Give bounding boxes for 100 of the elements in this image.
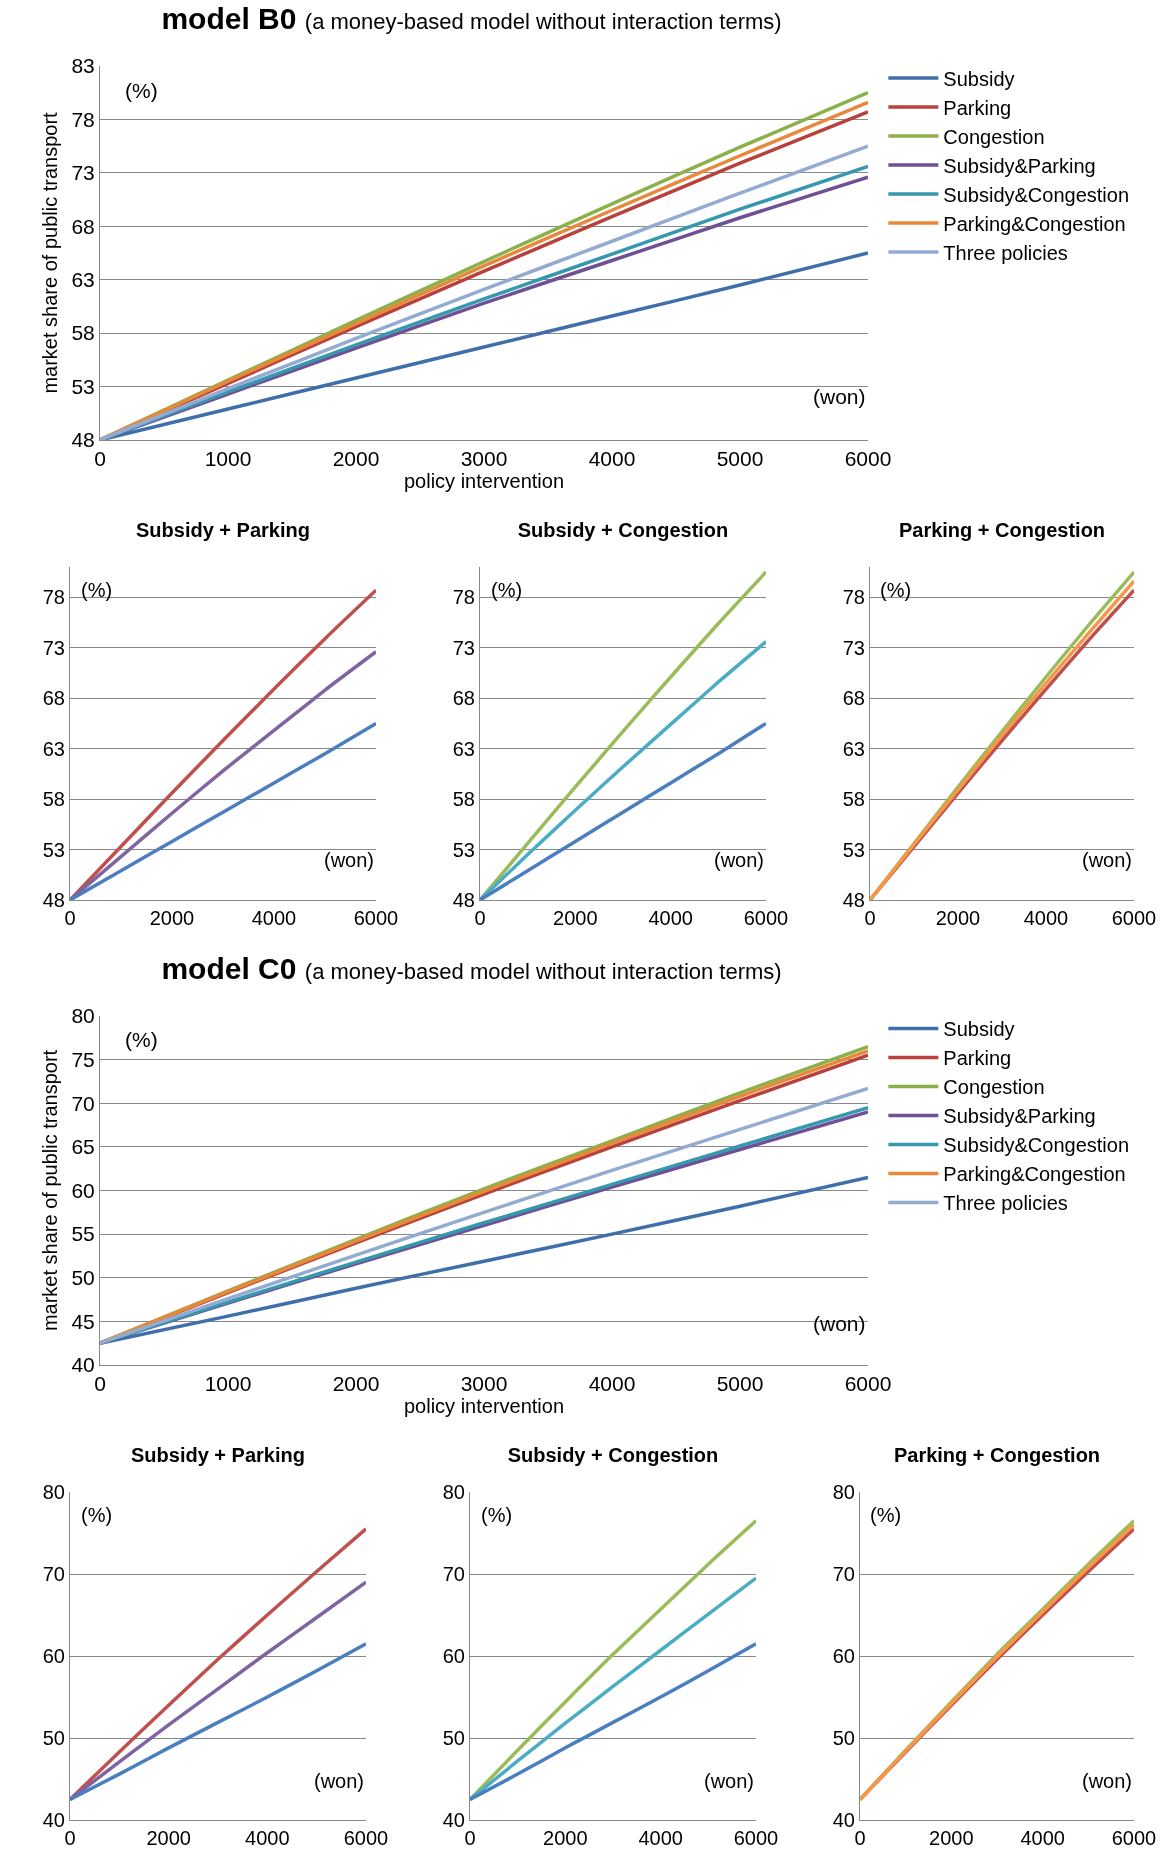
- x-axis-title: policy intervention: [403, 470, 565, 493]
- y-tick-label: 53: [42, 838, 65, 861]
- annotation: (%): [81, 579, 113, 601]
- y-tick-label: 65: [71, 1135, 95, 1159]
- legend-label: Congestion: [943, 1076, 1045, 1099]
- annotation: (%): [880, 579, 912, 601]
- x-tick-label: 1000: [204, 447, 252, 471]
- y-tick-label: 58: [452, 788, 475, 811]
- annotation: (%): [481, 1504, 513, 1526]
- y-tick-label: 48: [452, 889, 475, 911]
- y-tick-label: 40: [42, 1809, 65, 1831]
- y-tick-label: 40: [832, 1809, 855, 1831]
- legend-label: Parking: [943, 96, 1012, 119]
- x-tick-label: 5000: [716, 1372, 764, 1396]
- x-tick-label: 2000: [543, 1827, 588, 1849]
- annotation: (won): [314, 1770, 365, 1792]
- legend-label: Subsidy&Congestion: [943, 183, 1130, 206]
- y-tick-label: 63: [452, 737, 475, 760]
- y-tick-label: 78: [452, 586, 475, 609]
- x-tick-label: 6000: [343, 1827, 389, 1849]
- x-tick-label: 4000: [648, 907, 693, 929]
- y-tick-label: 58: [842, 788, 865, 811]
- annotation: (won): [813, 385, 866, 408]
- x-tick-label: 3000: [460, 447, 508, 471]
- y-tick-label: 50: [832, 1727, 855, 1749]
- y-tick-label: 78: [42, 586, 65, 609]
- x-tick-label: 4000: [251, 907, 297, 929]
- y-tick-label: 53: [842, 838, 865, 861]
- annotation: (won): [1082, 1770, 1133, 1792]
- y-tick-label: 53: [452, 838, 475, 861]
- x-tick-label: 5000: [716, 447, 764, 471]
- x-tick-label: 6000: [733, 1827, 779, 1849]
- y-tick-label: 48: [842, 889, 865, 911]
- x-axis-title: policy intervention: [403, 1395, 565, 1418]
- x-tick-label: 2000: [935, 907, 981, 929]
- line-series: [470, 1641, 756, 1802]
- y-tick-label: 60: [832, 1645, 855, 1667]
- x-tick-label: 6000: [353, 907, 399, 929]
- annotation: (won): [714, 849, 765, 871]
- x-tick-label: 4000: [588, 447, 636, 471]
- y-tick-label: 68: [842, 687, 865, 710]
- y-tick-label: 78: [842, 586, 865, 609]
- x-tick-label: 6000: [1111, 907, 1157, 929]
- y-axis-title: market share of public transport: [38, 111, 61, 394]
- legend-label: Subsidy&Congestion: [943, 1134, 1130, 1157]
- y-tick-label: 58: [42, 788, 65, 811]
- y-tick-label: 63: [42, 737, 65, 760]
- x-tick-label: 2000: [332, 447, 380, 471]
- x-tick-label: 2000: [929, 1827, 974, 1849]
- y-tick-label: 48: [71, 428, 95, 452]
- x-tick-label: 0: [474, 907, 486, 929]
- y-tick-label: 48: [42, 889, 65, 911]
- y-tick-label: 63: [842, 737, 865, 760]
- y-tick-label: 40: [442, 1809, 465, 1831]
- chart-title: model B0: [161, 2, 297, 35]
- y-tick-label: 60: [71, 1178, 95, 1202]
- legend-label: Three policies: [943, 241, 1068, 264]
- chart-title: Subsidy + Parking: [136, 519, 310, 541]
- chart-title: Parking + Congestion: [898, 519, 1106, 541]
- x-tick-label: 0: [94, 447, 106, 471]
- legend-label: Parking&Congestion: [943, 212, 1126, 235]
- x-tick-label: 6000: [844, 1372, 892, 1396]
- y-tick-label: 80: [42, 1481, 65, 1503]
- chart-title: Subsidy + Congestion: [517, 519, 729, 541]
- legend-label: Subsidy&Parking: [943, 154, 1096, 177]
- y-tick-label: 73: [452, 636, 475, 659]
- y-tick-label: 70: [442, 1563, 465, 1585]
- x-tick-label: 0: [64, 1827, 76, 1849]
- y-tick-label: 40: [71, 1353, 95, 1377]
- annotation: (won): [813, 1312, 866, 1335]
- x-tick-label: 3000: [460, 1372, 508, 1396]
- x-tick-label: 6000: [1111, 1827, 1157, 1849]
- x-tick-label: 4000: [1020, 1827, 1065, 1849]
- y-tick-label: 83: [71, 54, 95, 78]
- y-axis-title: market share of public transport: [38, 1049, 61, 1332]
- x-tick-label: 0: [464, 1827, 476, 1849]
- annotation: (won): [324, 849, 375, 871]
- annotation: (%): [81, 1504, 113, 1526]
- chart-subtitle: (a money-based model without interaction terms): [304, 9, 782, 34]
- legend-label: Congestion: [943, 125, 1045, 148]
- x-tick-label: 0: [64, 907, 76, 929]
- y-tick-label: 60: [42, 1645, 65, 1667]
- y-tick-label: 60: [442, 1645, 465, 1667]
- x-tick-label: 0: [94, 1372, 106, 1396]
- y-tick-label: 70: [42, 1563, 65, 1585]
- y-tick-label: 45: [71, 1309, 95, 1333]
- y-tick-label: 73: [842, 636, 865, 659]
- x-tick-label: 4000: [638, 1827, 683, 1849]
- y-tick-label: 75: [71, 1047, 95, 1071]
- annotation: (%): [491, 579, 523, 601]
- annotation: (won): [1082, 849, 1133, 871]
- y-tick-label: 68: [42, 687, 65, 710]
- legend-label: Subsidy&Parking: [943, 1105, 1096, 1128]
- x-tick-label: 2000: [553, 907, 598, 929]
- x-tick-label: 4000: [245, 1827, 290, 1849]
- y-tick-label: 70: [832, 1563, 855, 1585]
- x-tick-label: 1000: [204, 1372, 252, 1396]
- chart-title: Subsidy + Parking: [131, 1444, 305, 1466]
- x-tick-label: 6000: [844, 447, 892, 471]
- legend-label: Subsidy: [943, 1018, 1015, 1041]
